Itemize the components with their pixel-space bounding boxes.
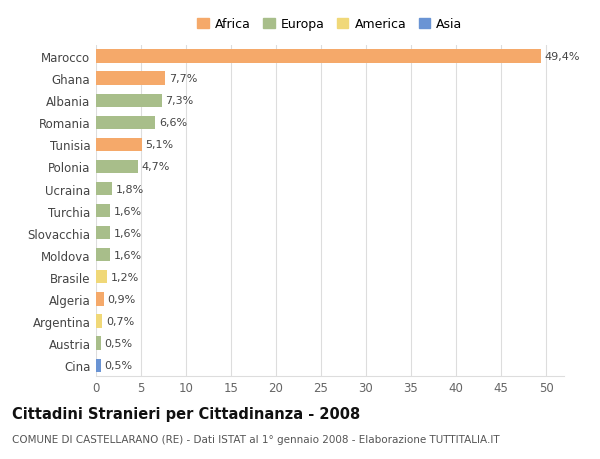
Bar xyxy=(96,293,104,306)
Bar xyxy=(96,117,155,129)
Bar xyxy=(96,95,162,107)
Bar xyxy=(96,50,541,63)
Text: 0,7%: 0,7% xyxy=(106,316,134,326)
Text: 1,2%: 1,2% xyxy=(110,272,139,282)
Bar xyxy=(96,337,101,350)
Text: 1,6%: 1,6% xyxy=(114,228,142,238)
Bar xyxy=(96,205,110,218)
Text: 0,5%: 0,5% xyxy=(104,360,132,370)
Text: 0,5%: 0,5% xyxy=(104,338,132,348)
Bar xyxy=(96,249,110,262)
Text: 7,7%: 7,7% xyxy=(169,74,197,84)
Bar xyxy=(96,161,139,174)
Text: 4,7%: 4,7% xyxy=(142,162,170,172)
Bar xyxy=(96,227,110,240)
Text: Cittadini Stranieri per Cittadinanza - 2008: Cittadini Stranieri per Cittadinanza - 2… xyxy=(12,406,360,421)
Text: 5,1%: 5,1% xyxy=(146,140,173,150)
Text: COMUNE DI CASTELLARANO (RE) - Dati ISTAT al 1° gennaio 2008 - Elaborazione TUTTI: COMUNE DI CASTELLARANO (RE) - Dati ISTAT… xyxy=(12,434,500,444)
Text: 1,6%: 1,6% xyxy=(114,250,142,260)
Text: 7,3%: 7,3% xyxy=(166,96,194,106)
Text: 1,8%: 1,8% xyxy=(116,184,144,194)
Text: 6,6%: 6,6% xyxy=(159,118,187,128)
Bar xyxy=(96,359,101,372)
Bar xyxy=(96,271,107,284)
Text: 0,9%: 0,9% xyxy=(108,294,136,304)
Bar xyxy=(96,73,166,85)
Bar xyxy=(96,139,142,151)
Legend: Africa, Europa, America, Asia: Africa, Europa, America, Asia xyxy=(193,13,467,36)
Bar xyxy=(96,315,102,328)
Text: 49,4%: 49,4% xyxy=(544,52,580,62)
Text: 1,6%: 1,6% xyxy=(114,206,142,216)
Bar xyxy=(96,183,112,196)
